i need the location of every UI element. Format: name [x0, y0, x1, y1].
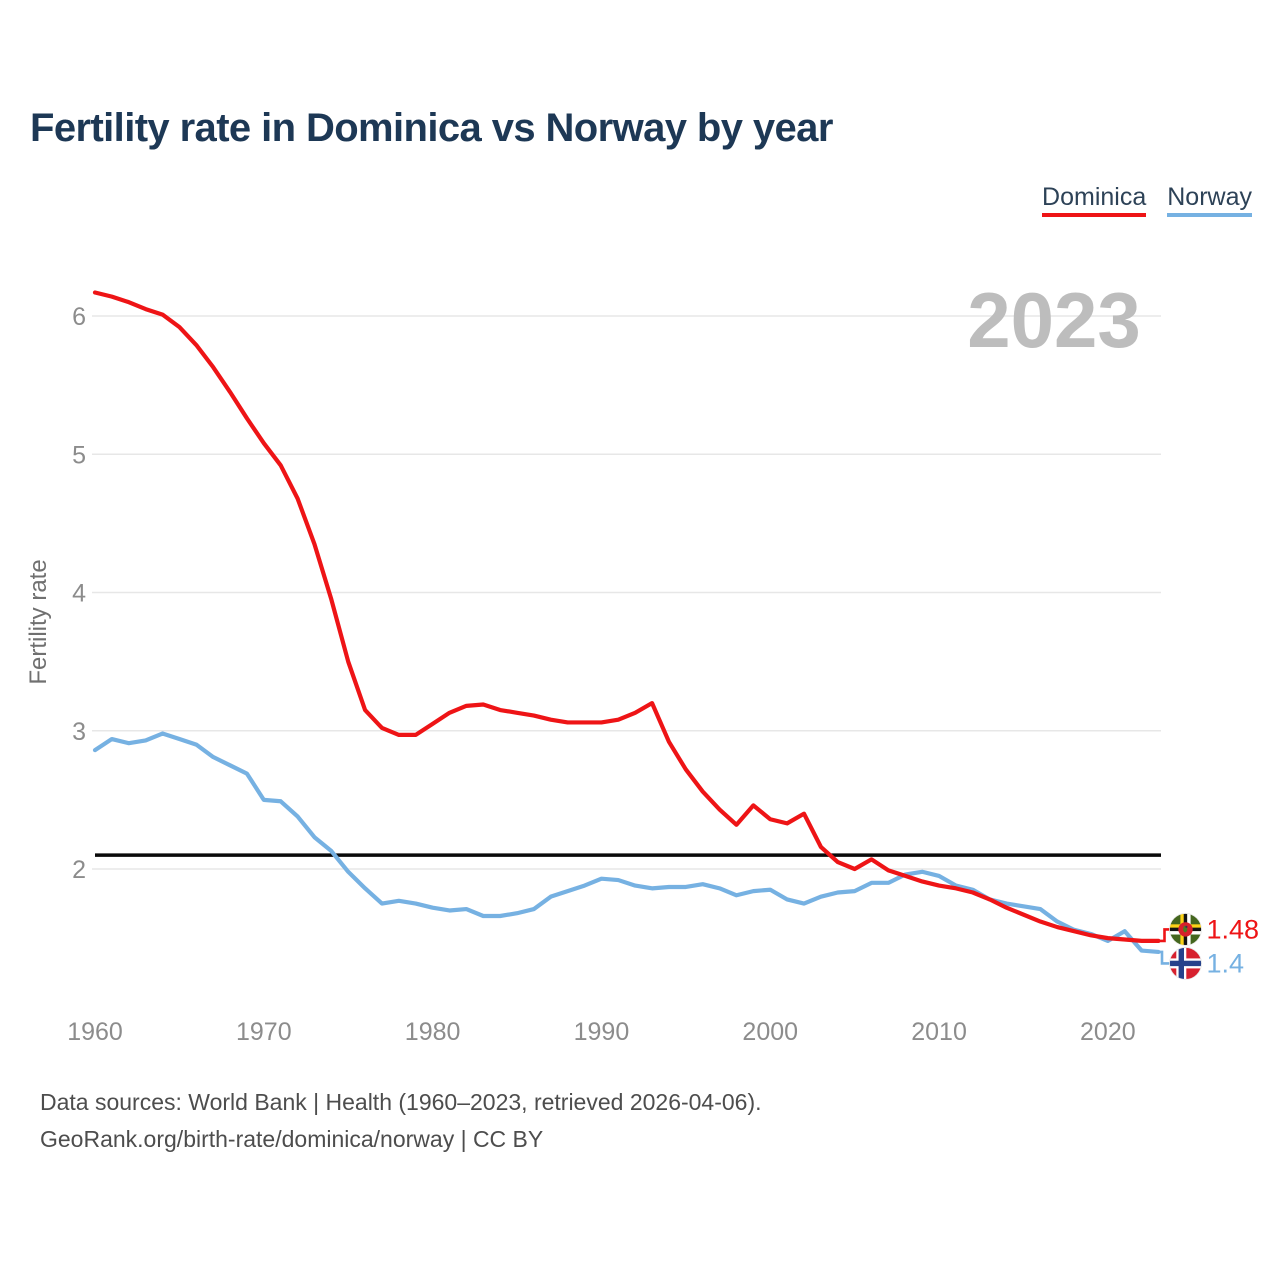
gridlines: [92, 315, 1161, 870]
svg-text:3: 3: [72, 718, 86, 746]
norway-flag-icon: [1169, 947, 1202, 980]
legend: Dominica Norway: [1042, 184, 1252, 217]
svg-text:6: 6: [72, 303, 86, 331]
dominica-flag-icon: [1169, 913, 1202, 946]
y-axis-title: Fertility rate: [25, 559, 52, 684]
svg-text:4: 4: [72, 580, 86, 608]
svg-text:2010: 2010: [911, 1018, 967, 1046]
norway-end-value: 1.4: [1207, 948, 1245, 978]
svg-text:1990: 1990: [574, 1018, 630, 1046]
svg-text:1980: 1980: [405, 1018, 461, 1046]
legend-item-dominica[interactable]: Dominica: [1042, 184, 1147, 217]
dominica-end-value: 1.48: [1207, 914, 1260, 944]
norway-series-line[interactable]: [92, 731, 1161, 955]
legend-item-norway[interactable]: Norway: [1167, 184, 1252, 217]
svg-text:5: 5: [72, 441, 86, 469]
svg-text:2020: 2020: [1080, 1018, 1136, 1046]
y-axis-tick-labels: 2 3 4 5 6: [72, 303, 86, 884]
x-axis-tick-labels: 1960 1970 1980 1990 2000 2010 2020: [67, 1018, 1135, 1046]
dominica-series-line[interactable]: [92, 290, 1161, 943]
footer-source-line: Data sources: World Bank | Health (1960–…: [40, 1089, 762, 1115]
page-title: Fertility rate in Dominica vs Norway by …: [30, 106, 833, 150]
svg-text:2000: 2000: [742, 1018, 798, 1046]
footer-attribution-link[interactable]: GeoRank.org/birth-rate/dominica/norway |…: [40, 1126, 544, 1152]
svg-text:1960: 1960: [67, 1018, 123, 1046]
year-watermark: 2023: [967, 276, 1141, 364]
dominica-end-connector: [1158, 928, 1170, 943]
svg-text:2: 2: [72, 856, 86, 884]
norway-end-connector: [1158, 950, 1170, 965]
svg-text:1970: 1970: [236, 1018, 292, 1046]
footer: Data sources: World Bank | Health (1960–…: [40, 1084, 762, 1158]
